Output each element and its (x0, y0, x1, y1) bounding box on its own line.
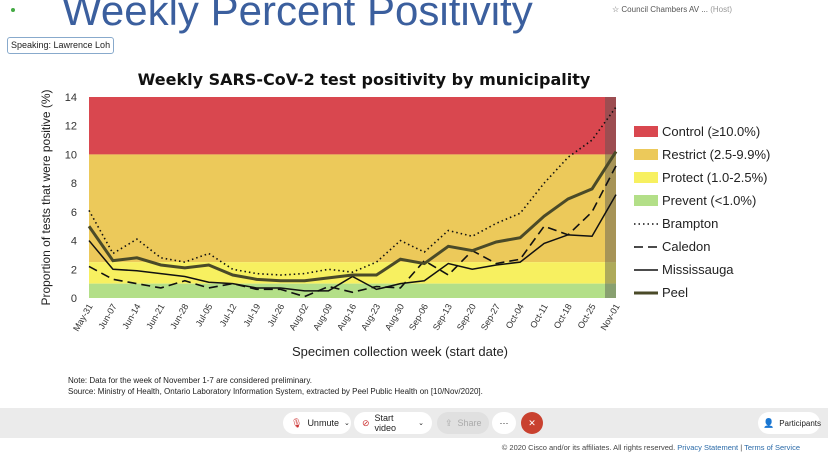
legend-label: Mississauga (662, 262, 734, 277)
x-tick-label: Sep-06 (407, 302, 430, 332)
legend-swatch (634, 172, 658, 183)
y-tick-label: 8 (71, 178, 77, 190)
x-tick-label: Sep-27 (479, 302, 502, 332)
x-tick-label: Oct-04 (504, 302, 526, 330)
x-tick-label: Aug-30 (383, 302, 406, 332)
share-button[interactable]: ⇪ Share (437, 412, 489, 434)
x-tick-label: Aug-09 (311, 302, 334, 332)
legend-label: Caledon (662, 239, 710, 254)
x-tick-label: Aug-23 (359, 302, 382, 332)
x-tick-label: Jun-14 (120, 302, 142, 331)
band-prevent (89, 283, 616, 298)
legend-swatch (634, 195, 658, 206)
legend-swatch (634, 149, 658, 160)
note-text: Note: Data for the week of November 1-7 … (68, 376, 312, 385)
share-icon: ⇪ (445, 417, 453, 428)
legend-label: Protect (1.0-2.5%) (662, 170, 768, 185)
meeting-name: Council Chambers AV ... (621, 5, 708, 14)
terms-of-service-link[interactable]: Terms of Service (744, 443, 800, 452)
x-tick-label: Jun-07 (96, 302, 118, 331)
chevron-down-icon: ⌄ (343, 420, 350, 427)
start-video-label: Start video (374, 413, 397, 433)
x-tick-label: Sep-20 (455, 302, 478, 332)
unmute-button[interactable]: 🎙 Unmute ⌄ (283, 412, 351, 434)
leave-meeting-button[interactable]: ✕ (521, 412, 543, 434)
preliminary-week-shade (605, 97, 616, 298)
y-tick-label: 14 (65, 92, 77, 104)
x-tick-label: Jun-28 (168, 302, 190, 331)
x-tick-label: Sep-13 (431, 302, 454, 332)
legend-label: Restrict (2.5-9.9%) (662, 147, 770, 162)
speaking-indicator: Speaking: Lawrence Loh (7, 37, 115, 54)
positivity-chart: Weekly SARS-CoV-2 test positivity by mun… (39, 70, 770, 359)
participants-button[interactable]: 👤 Participants (758, 412, 822, 434)
x-tick-label: Jul-05 (194, 302, 215, 328)
x-tick-label: Aug-02 (287, 302, 310, 332)
more-options-button[interactable]: ··· (492, 412, 516, 434)
privacy-statement-link[interactable]: Privacy Statement (677, 443, 739, 452)
footer-separator: | (740, 443, 743, 452)
y-tick-label: 10 (65, 149, 77, 161)
x-tick-label: Nov-01 (599, 302, 622, 332)
legend-label: Brampton (662, 216, 718, 231)
y-tick-label: 2 (71, 264, 77, 276)
x-tick-label: Oct-25 (576, 302, 598, 330)
x-tick-label: May-31 (71, 302, 95, 333)
y-tick-label: 12 (65, 121, 77, 133)
y-tick-label: 0 (71, 293, 77, 305)
y-tick-label: 4 (71, 236, 77, 248)
host-badge: (Host) (710, 5, 732, 14)
x-axis-title: Specimen collection week (start date) (292, 344, 508, 359)
x-tick-label: Jul-26 (265, 302, 286, 328)
chart-note: Note: Data for the week of November 1-7 … (68, 375, 483, 397)
participants-icon: 👤 (763, 417, 775, 428)
shared-slide: Weekly Percent Positivity Speaking: Lawr… (7, 0, 771, 397)
legend-label: Peel (662, 285, 688, 300)
y-axis-title: Proportion of tests that were positive (… (39, 89, 53, 305)
series-line-brampton (88, 106, 617, 276)
microphone-muted-icon: 🎙 (291, 417, 303, 428)
x-tick-label: Oct-18 (552, 302, 574, 330)
series-line-caledon (88, 165, 617, 298)
chart-title: Weekly SARS-CoV-2 test positivity by mun… (138, 70, 591, 89)
meeting-host-label: ☆ Council Chambers AV ... (Host) (612, 5, 732, 14)
band-restrict (89, 154, 616, 263)
chevron-down-icon: ⌄ (418, 420, 424, 427)
x-tick-label: Jul-19 (241, 302, 262, 328)
status-dot (11, 8, 15, 12)
legend-label: Prevent (<1.0%) (662, 193, 756, 208)
more-icon: ··· (499, 418, 509, 428)
band-control (89, 97, 616, 155)
series-line-peel (87, 150, 618, 283)
slide-title: Weekly Percent Positivity (62, 0, 533, 34)
legend-label: Control (≥10.0%) (662, 124, 760, 139)
video-off-icon: ⊘ (362, 417, 370, 428)
x-tick-label: Oct-11 (528, 302, 550, 330)
x-tick-label: Jul-12 (218, 302, 239, 328)
participants-label: Participants (779, 418, 822, 428)
footer: © 2020 Cisco and/or its affiliates. All … (502, 443, 800, 452)
meeting-toolbar: 🎙 Unmute ⌄ ⊘ Start video ⌄ ⇪ Share ··· ✕ 👤 Par… (0, 408, 828, 438)
source-text: Source: Ministry of Health, Ontario Labo… (68, 387, 483, 396)
y-tick-label: 6 (71, 207, 77, 219)
legend-swatch (634, 126, 658, 137)
copyright-text: © 2020 Cisco and/or its affiliates. All … (501, 443, 676, 452)
close-icon: ✕ (528, 417, 536, 428)
x-tick-label: Jun-21 (144, 302, 166, 331)
start-video-button[interactable]: ⊘ Start video ⌄ (354, 412, 432, 434)
unmute-label: Unmute (307, 418, 339, 428)
share-label: Share (457, 418, 482, 428)
x-tick-label: Aug-16 (335, 302, 358, 332)
